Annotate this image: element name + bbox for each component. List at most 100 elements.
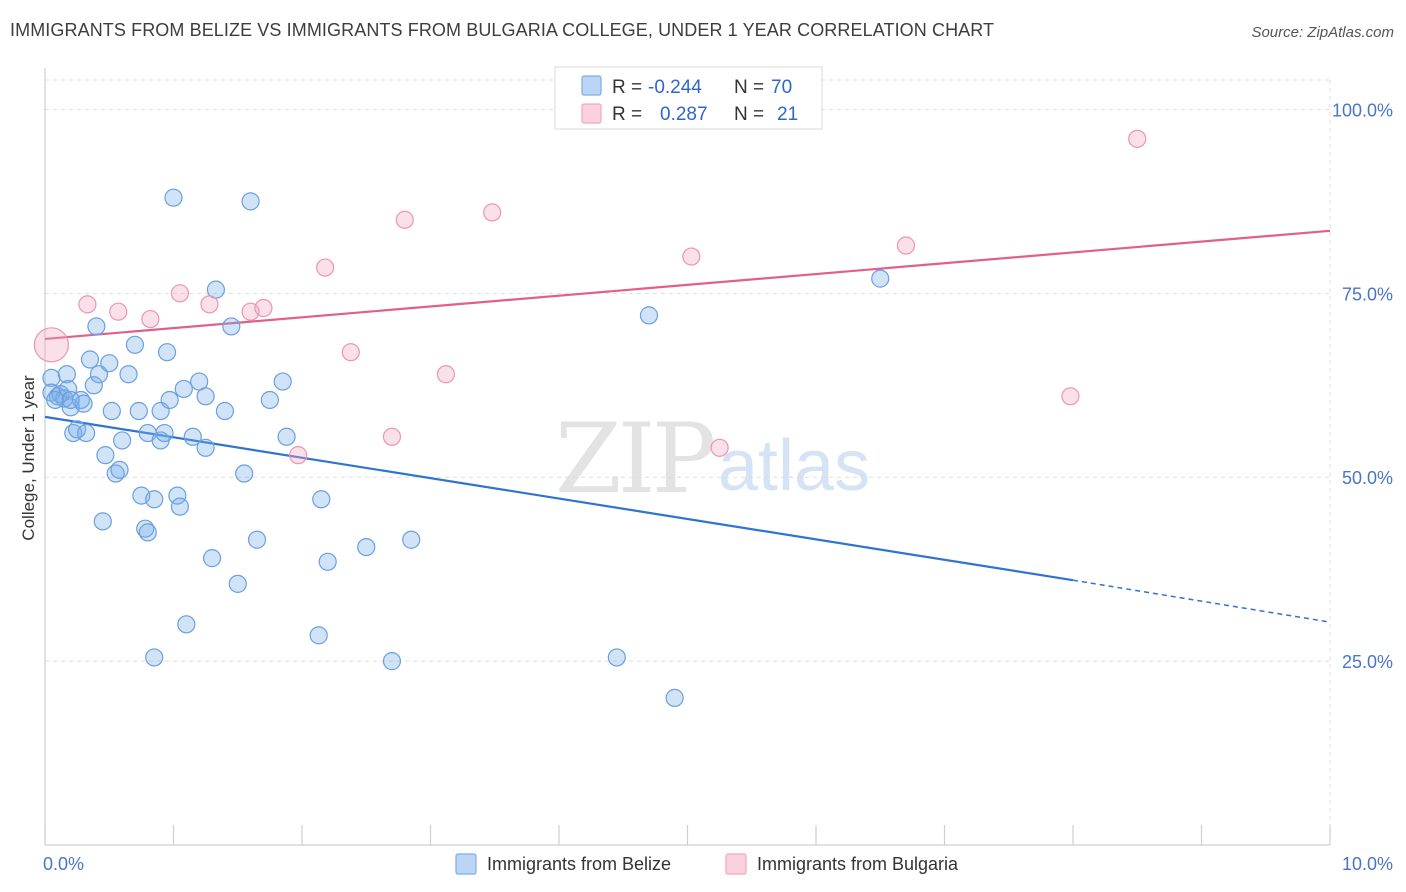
- belize-point-40: [174, 379, 193, 399]
- bulgaria-point-10: [341, 343, 360, 362]
- belize-point-42: [183, 427, 202, 446]
- belize-point-19: [100, 354, 119, 373]
- y-tick-labels: 25.0% 50.0% 75.0% 100.0%: [1332, 100, 1393, 672]
- belize-point-60: [382, 652, 402, 671]
- legend-bulgaria-n-value: 21: [777, 104, 798, 125]
- belize-point-54: [260, 390, 279, 410]
- belize-point-67: [309, 626, 328, 645]
- belize-point-34: [155, 423, 174, 443]
- belize-point-31: [145, 490, 164, 509]
- belize-point-69: [61, 390, 80, 410]
- belize-point-63: [639, 306, 659, 325]
- legend-belize-swatch: [581, 75, 602, 96]
- belize-point-22: [110, 460, 129, 479]
- belize-point-38: [168, 486, 187, 505]
- bulgaria-point-0: [33, 327, 70, 363]
- data-points: [33, 100, 1147, 707]
- watermark: ZIP atlas: [555, 403, 870, 515]
- belize-point-48: [215, 401, 234, 421]
- trend-line-belize: [44, 415, 1074, 582]
- bulgaria-point-14: [483, 203, 502, 222]
- bulgaria-point-8: [289, 446, 308, 465]
- legend-bottom-bulgaria-label: Immigrants from Bulgaria: [757, 854, 959, 874]
- trend-line-bulgaria: [44, 229, 1331, 341]
- bulgaria-point-1: [78, 295, 97, 314]
- belize-point-0: [42, 368, 61, 388]
- bulgaria-point-5: [200, 295, 219, 314]
- belize-point-9: [68, 420, 87, 439]
- belize-point-23: [112, 431, 132, 450]
- belize-point-57: [312, 490, 331, 509]
- belize-point-45: [196, 438, 215, 457]
- y-tick-label-0: 25.0%: [1342, 652, 1393, 672]
- axes: [44, 68, 1331, 846]
- y-tick-label-2: 75.0%: [1342, 284, 1393, 304]
- legend-bulgaria-swatch: [581, 103, 602, 124]
- belize-point-26: [129, 401, 148, 421]
- belize-point-36: [160, 390, 179, 410]
- belize-point-5: [57, 365, 76, 384]
- x-tick-label-1: 10.0%: [1342, 854, 1393, 874]
- belize-point-52: [241, 192, 260, 211]
- belize-point-46: [202, 549, 222, 568]
- legend-belize-r-value: -0.244: [648, 77, 702, 98]
- legend-bulgaria-n-label: N =: [734, 104, 764, 125]
- chart-source: Source: ZipAtlas.com: [1251, 24, 1394, 41]
- legend-bottom: Immigrants from Belize Immigrants from B…: [455, 853, 959, 875]
- legend-bulgaria-r-value: 0.287: [660, 104, 708, 125]
- belize-point-14: [84, 376, 103, 395]
- belize-point-35: [157, 343, 177, 362]
- legend-bulgaria-r-label: R =: [612, 104, 642, 125]
- trend-lines: [44, 229, 1331, 623]
- y-tick-label-3: 100.0%: [1332, 100, 1393, 120]
- bulgaria-point-20: [1128, 129, 1147, 148]
- legend-top: R = -0.244 N = 70 R = 0.287 N = 21: [554, 66, 823, 130]
- belize-point-18: [96, 446, 115, 465]
- belize-point-59: [357, 537, 376, 557]
- belize-point-61: [402, 530, 421, 549]
- legend-belize-r-label: R =: [612, 77, 642, 98]
- belize-point-53: [247, 530, 267, 549]
- legend-bottom-bulgaria-swatch: [725, 853, 747, 875]
- trend-line-belize-dashed: [1072, 579, 1331, 623]
- bulgaria-point-13: [436, 365, 456, 384]
- chart-title: IMMIGRANTS FROM BELIZE VS IMMIGRANTS FRO…: [10, 20, 995, 40]
- x-tick-label-0: 0.0%: [43, 854, 84, 874]
- belize-point-41: [177, 615, 196, 634]
- belize-point-66: [145, 648, 164, 667]
- bulgaria-point-9: [316, 258, 335, 277]
- belize-point-20: [102, 401, 121, 421]
- belize-point-55: [273, 372, 292, 391]
- bulgaria-point-15: [682, 247, 701, 266]
- bulgaria-point-2: [109, 302, 128, 321]
- x-tick-labels: 0.0% 10.0%: [43, 854, 1393, 874]
- legend-bottom-belize-label: Immigrants from Belize: [487, 854, 671, 874]
- belize-point-24: [119, 365, 138, 384]
- bulgaria-point-19: [1061, 387, 1080, 406]
- belize-point-37: [164, 188, 183, 207]
- bulgaria-point-11: [382, 427, 402, 446]
- y-tick-label-1: 50.0%: [1342, 468, 1393, 488]
- belize-point-44: [196, 387, 215, 406]
- bulgaria-point-18: [896, 236, 916, 255]
- belize-point-64: [665, 688, 684, 707]
- belize-point-15: [87, 317, 106, 336]
- belize-point-39: [170, 497, 190, 516]
- belize-point-17: [93, 512, 112, 531]
- belize-point-6: [59, 379, 78, 399]
- belize-point-58: [318, 552, 337, 571]
- legend-bottom-belize-swatch: [455, 853, 477, 875]
- belize-point-68: [46, 390, 65, 410]
- watermark-zip: ZIP: [555, 403, 714, 515]
- bulgaria-point-3: [141, 309, 160, 329]
- bulgaria-point-4: [170, 284, 190, 303]
- bulgaria-point-16: [710, 438, 729, 457]
- belize-point-12: [77, 423, 96, 443]
- legend-belize-n-value: 70: [771, 77, 792, 98]
- watermark-atlas: atlas: [718, 426, 870, 506]
- belize-point-51: [235, 464, 254, 483]
- y-axis-label: College, Under 1 year: [19, 375, 38, 541]
- bulgaria-point-7: [254, 298, 273, 318]
- belize-point-13: [80, 350, 100, 369]
